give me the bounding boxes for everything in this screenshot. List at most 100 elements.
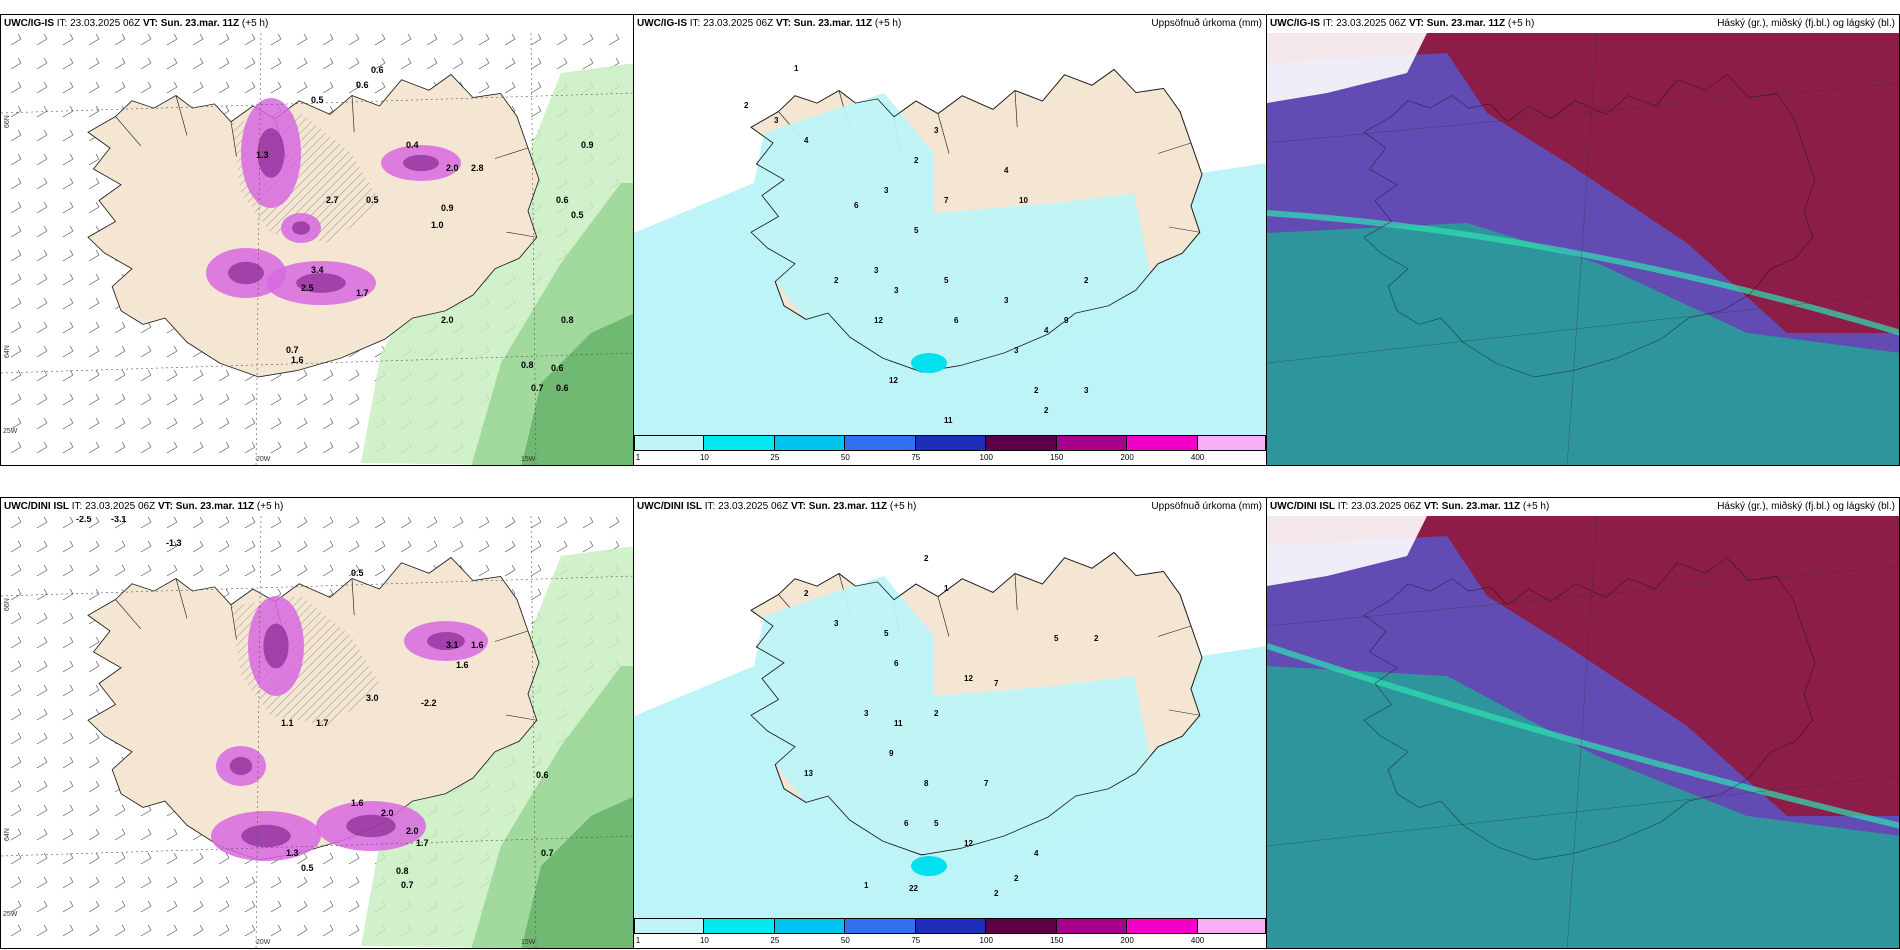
value-label: 5	[934, 819, 939, 828]
colorbar-tick-label: 150	[1049, 453, 1064, 462]
lead-time: (+5 h)	[241, 18, 269, 29]
value-label: 11	[894, 719, 903, 728]
lon-label: 25W	[3, 911, 18, 918]
precip-land-area	[744, 576, 1154, 856]
lead-time: (+5 h)	[1507, 18, 1535, 29]
map-clouds	[1267, 33, 1899, 465]
colorbar-tick-label: 75	[911, 936, 921, 945]
value-label: 0.7	[401, 880, 414, 890]
colorbar-tick-label: 50	[840, 453, 850, 462]
colorbar-segment	[1056, 918, 1128, 934]
it-label: IT:	[689, 18, 701, 29]
value-label: 1.1	[281, 718, 294, 728]
value-label: 2	[744, 101, 749, 110]
value-label: 0.5	[311, 95, 324, 105]
colorbar-border	[634, 918, 1266, 934]
value-label: 6	[904, 819, 909, 828]
colorbar-tick-label: 25	[770, 453, 780, 462]
graticule	[1267, 33, 1899, 465]
value-label: 1.6	[291, 355, 304, 365]
panel-title: Háský (gr.), miðský (fj.bl.) og lágský (…	[1717, 18, 1895, 29]
vt-label: VT:	[142, 18, 158, 29]
panel-header: UWC/DINI ISL IT: 23.03.2025 06Z VT: Sun.…	[634, 498, 1266, 516]
panel-title: Uppsöfnuð úrkoma (mm)	[1151, 18, 1262, 29]
lat-label: 64N	[4, 345, 11, 358]
it-value: 23.03.2025 06Z	[703, 18, 774, 29]
value-label: 13	[804, 769, 813, 778]
lat-label: 64N	[4, 828, 11, 841]
vt-label: VT:	[1423, 501, 1439, 512]
panel-top-middle: UWC/IG-IS IT: 23.03.2025 06Z VT: Sun. 23…	[633, 14, 1267, 466]
precip-blob-core	[403, 154, 439, 172]
it-value: 23.03.2025 06Z	[85, 501, 156, 512]
colorbar-segment	[1197, 435, 1266, 451]
colorbar-tick-label: 200	[1120, 936, 1134, 945]
value-label: 1.7	[416, 838, 429, 848]
value-label: 12	[874, 316, 883, 325]
value-label: 0.5	[571, 210, 584, 220]
colorbar-segment	[845, 435, 916, 451]
value-label: 1.6	[456, 660, 469, 670]
colorbar-tick-label: 200	[1120, 453, 1134, 462]
map-wind-precip: -2.5 -3.1 -1.3 0.5 1.6 3.1 1.6 1.7 3.0 -2.2 1.1 2.0…	[1, 516, 633, 948]
colorbar-tick-label: 25	[770, 936, 780, 945]
value-label: 1.6	[351, 798, 364, 808]
colorbar-segment	[1197, 918, 1266, 934]
value-label: -2.5	[76, 516, 92, 524]
value-label: 0.9	[441, 203, 454, 213]
iceland-coast	[750, 68, 1203, 373]
value-label: 2.0	[441, 315, 454, 325]
value-label: 5	[884, 629, 889, 638]
model-name: UWC/DINI ISL	[1270, 501, 1335, 512]
colorbar-tick-label: 1	[635, 453, 641, 462]
it-value: 23.03.2025 06Z	[718, 501, 789, 512]
colorbar-tick-label: 10	[699, 453, 709, 462]
colorbar: 1 10 25 50 75 100 150 200 400	[634, 918, 1266, 948]
value-label: -3.1	[111, 516, 127, 524]
iceland-coast	[750, 551, 1203, 856]
value-label: 0.7	[531, 383, 544, 393]
colorbar-tick-label: 10	[699, 936, 709, 945]
value-label: 3.0	[366, 693, 379, 703]
it-label: IT:	[56, 18, 68, 29]
colorbar-tick-label: 100	[979, 936, 993, 945]
value-label: 4	[1034, 849, 1039, 858]
lead-time: (+5 h)	[874, 18, 902, 29]
value-label: 4	[1044, 326, 1049, 335]
value-label: 3	[774, 116, 779, 125]
cloud-high-layer	[1267, 666, 1899, 948]
precip-blob-core	[427, 632, 465, 650]
value-label: 0.8	[521, 360, 534, 370]
vt-value: Sun. 23.mar. 11Z	[1441, 501, 1521, 512]
colorbar-segment	[915, 918, 987, 934]
value-label: 2.8	[471, 163, 484, 173]
vt-label: VT:	[790, 501, 806, 512]
value-label: 22	[909, 884, 918, 893]
value-label: 2.0	[446, 163, 459, 173]
precip-area-dark	[521, 796, 633, 948]
value-label: 2	[934, 709, 939, 718]
value-label: 12	[964, 839, 973, 848]
lead-time: (+5 h)	[1522, 501, 1550, 512]
value-label: 0.6	[556, 195, 569, 205]
colorbar-border	[634, 435, 1266, 451]
lon-label: 20W	[256, 456, 271, 463]
colorbar-tick-label: 150	[1049, 936, 1064, 945]
colorbar-tick-label: 400	[1190, 936, 1205, 945]
panel-bottom-right: UWC/DINI ISL IT: 23.03.2025 06Z VT: Sun.…	[1266, 497, 1900, 949]
value-label: 2	[1034, 386, 1039, 395]
precip-area-dark	[521, 313, 633, 465]
lead-time: (+5 h)	[256, 501, 284, 512]
value-label: -1.3	[166, 538, 182, 548]
model-name: UWC/DINI ISL	[637, 501, 702, 512]
clear-sky-area	[1267, 516, 1427, 586]
value-label: 0.6	[556, 383, 569, 393]
colorbar-segment	[704, 435, 775, 451]
lon-label: 15W	[521, 939, 536, 946]
value-label: 2.5	[301, 283, 314, 293]
vt-label: VT:	[775, 18, 791, 29]
it-value: 23.03.2025 06Z	[70, 18, 141, 29]
value-label: 0.8	[561, 315, 574, 325]
value-label: 6	[854, 201, 859, 210]
